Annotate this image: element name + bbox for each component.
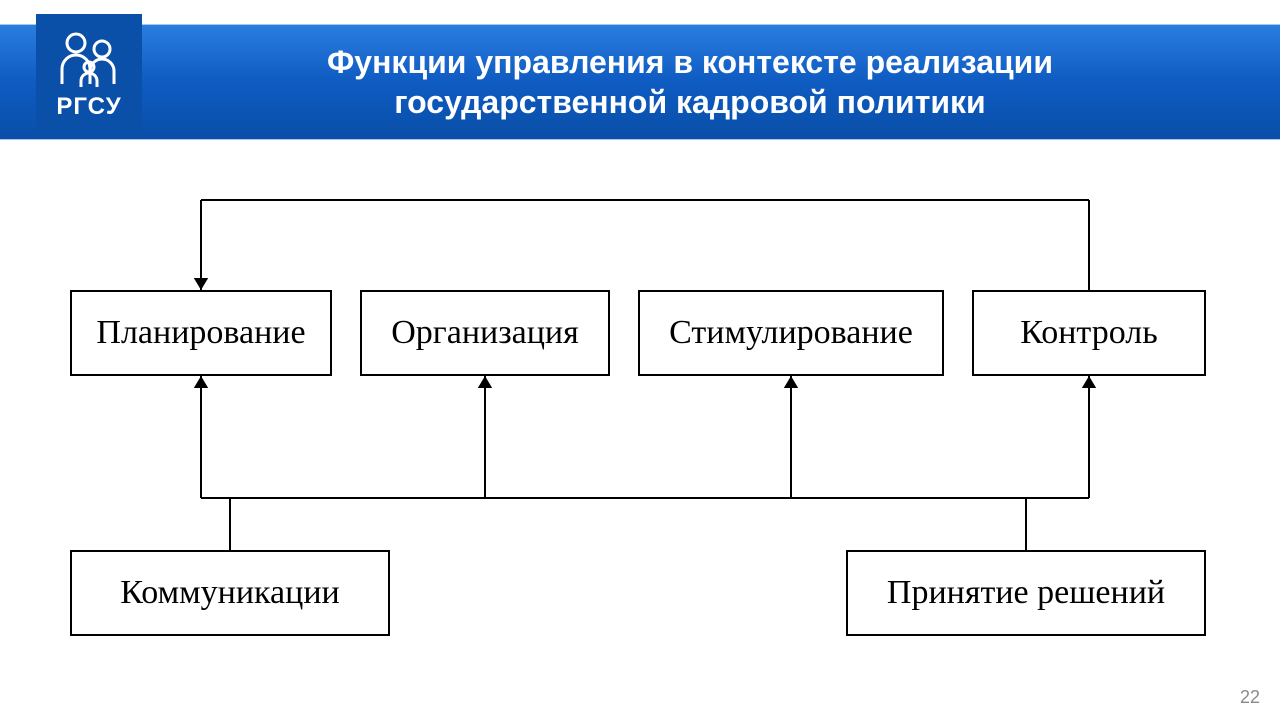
node-stimul: Стимулирование <box>638 290 944 376</box>
node-control: Контроль <box>972 290 1206 376</box>
family-logo-icon <box>54 29 124 91</box>
logo-box: РГСУ <box>36 14 142 130</box>
node-planning: Планирование <box>70 290 332 376</box>
node-comm: Коммуникации <box>70 550 390 636</box>
header-bar: Функции управления в контексте реализаци… <box>0 24 1280 140</box>
diagram-area: Планирование Организация Стимулирование Кон… <box>40 170 1240 670</box>
slide-number: 22 <box>1240 687 1260 708</box>
node-organizing: Организация <box>360 290 610 376</box>
slide: Функции управления в контексте реализаци… <box>0 0 1280 720</box>
node-decision: Принятие решений <box>846 550 1206 636</box>
logo-label: РГСУ <box>56 93 121 121</box>
slide-title: Функции управления в контексте реализаци… <box>190 42 1190 122</box>
